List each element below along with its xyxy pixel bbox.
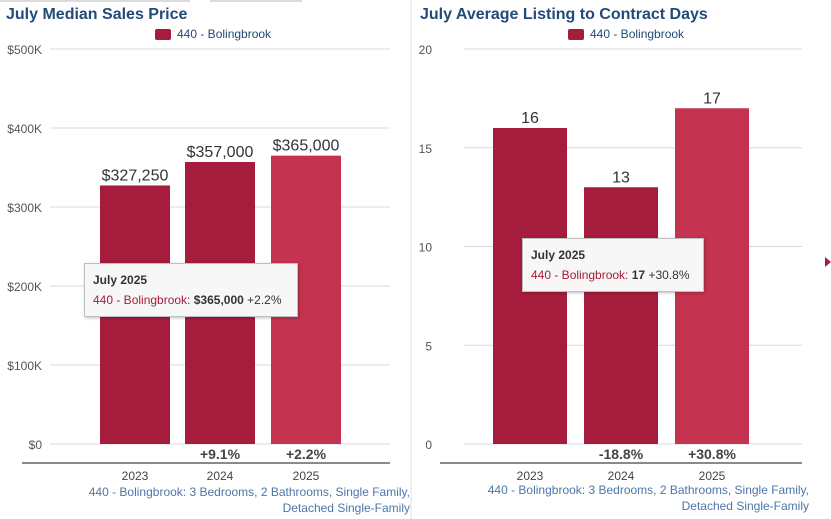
x-tick-label: 2025 [699, 469, 726, 483]
footnote-line-2: Detached Single-Family [282, 501, 410, 515]
bar-2024 [584, 187, 658, 444]
data-label: $327,250 [102, 167, 169, 184]
y-tick-label: 15 [419, 142, 433, 156]
tooltip-series: 440 - Bolingbrook: [531, 268, 629, 282]
tooltip-change: +30.8% [648, 268, 690, 282]
change-label: +2.2% [286, 446, 327, 462]
y-tick-label: $200K [7, 280, 42, 294]
legend-swatch [568, 28, 584, 40]
y-tick-label: $0 [29, 438, 43, 452]
x-tick-label: 2025 [293, 469, 320, 483]
tooltip-body: 440 - Bolingbrook: 17 +30.8% [531, 265, 695, 285]
median-sales-price-panel: July Median Sales Price 440 - Bolingbroo… [0, 0, 410, 519]
y-tick-label: $500K [7, 43, 42, 57]
change-label: +9.1% [200, 446, 241, 462]
y-tick-label: 10 [419, 241, 433, 255]
tooltip-value: $365,000 [193, 293, 244, 307]
data-label: $365,000 [273, 138, 340, 155]
footnote-line-1: 440 - Bolingbrook: 3 Bedrooms, 2 Bathroo… [487, 483, 809, 497]
y-tick-label: 20 [419, 43, 433, 57]
footnote-line-1: 440 - Bolingbrook: 3 Bedrooms, 2 Bathroo… [88, 485, 410, 499]
top-border-middle [210, 0, 302, 2]
tooltip-value: 17 [631, 268, 646, 282]
chart-legend[interactable]: 440 - Bolingbrook [155, 27, 271, 41]
y-tick-label: 5 [425, 339, 432, 353]
data-label: 17 [703, 90, 721, 107]
tooltip-series: 440 - Bolingbrook: [93, 293, 191, 307]
x-tick-label: 2024 [207, 469, 234, 483]
legend-label: 440 - Bolingbrook [177, 27, 272, 41]
tooltip-change: +2.2% [247, 293, 282, 307]
chart-legend[interactable]: 440 - Bolingbrook [568, 27, 684, 41]
panel-divider [410, 0, 412, 519]
y-tick-label: 0 [425, 438, 432, 452]
x-tick-label: 2023 [517, 469, 544, 483]
x-tick-label: 2024 [608, 469, 635, 483]
data-label: 16 [521, 110, 539, 127]
data-label: 13 [612, 169, 630, 186]
legend-label: 440 - Bolingbrook [590, 27, 685, 41]
chart-footnote: 440 - Bolingbrook: 3 Bedrooms, 2 Bathroo… [488, 482, 809, 514]
scroll-arrow-icon[interactable] [825, 257, 831, 267]
chart-footnote: 440 - Bolingbrook: 3 Bedrooms, 2 Bathroo… [89, 484, 410, 516]
top-border-left [0, 0, 190, 2]
tooltip-title: July 2025 [531, 248, 586, 262]
data-label: $357,000 [187, 144, 254, 161]
y-tick-label: $100K [7, 359, 42, 373]
bar-chart-svg: $0 $100K $200K $300K $400K $500K $327,250 2023 $… [7, 43, 390, 483]
x-tick-label: 2023 [122, 469, 149, 483]
chart-title: July Median Sales Price [6, 6, 188, 23]
listing-to-contract-days-panel: July Average Listing to Contract Days 44… [412, 0, 831, 519]
tooltip-body: 440 - Bolingbrook: $365,000 +2.2% [93, 290, 289, 310]
y-tick-label: $400K [7, 122, 42, 136]
tooltip-title: July 2025 [93, 273, 148, 287]
footnote-line-2: Detached Single-Family [681, 499, 809, 513]
chart-tooltip: July 2025 440 - Bolingbrook: 17 +30.8% [522, 238, 704, 292]
y-tick-label: $300K [7, 201, 42, 215]
change-label: +30.8% [688, 446, 736, 462]
chart-tooltip: July 2025 440 - Bolingbrook: $365,000 +2… [84, 263, 298, 317]
chart-title: July Average Listing to Contract Days [420, 6, 708, 23]
legend-swatch [155, 28, 171, 40]
change-label: -18.8% [599, 446, 644, 462]
